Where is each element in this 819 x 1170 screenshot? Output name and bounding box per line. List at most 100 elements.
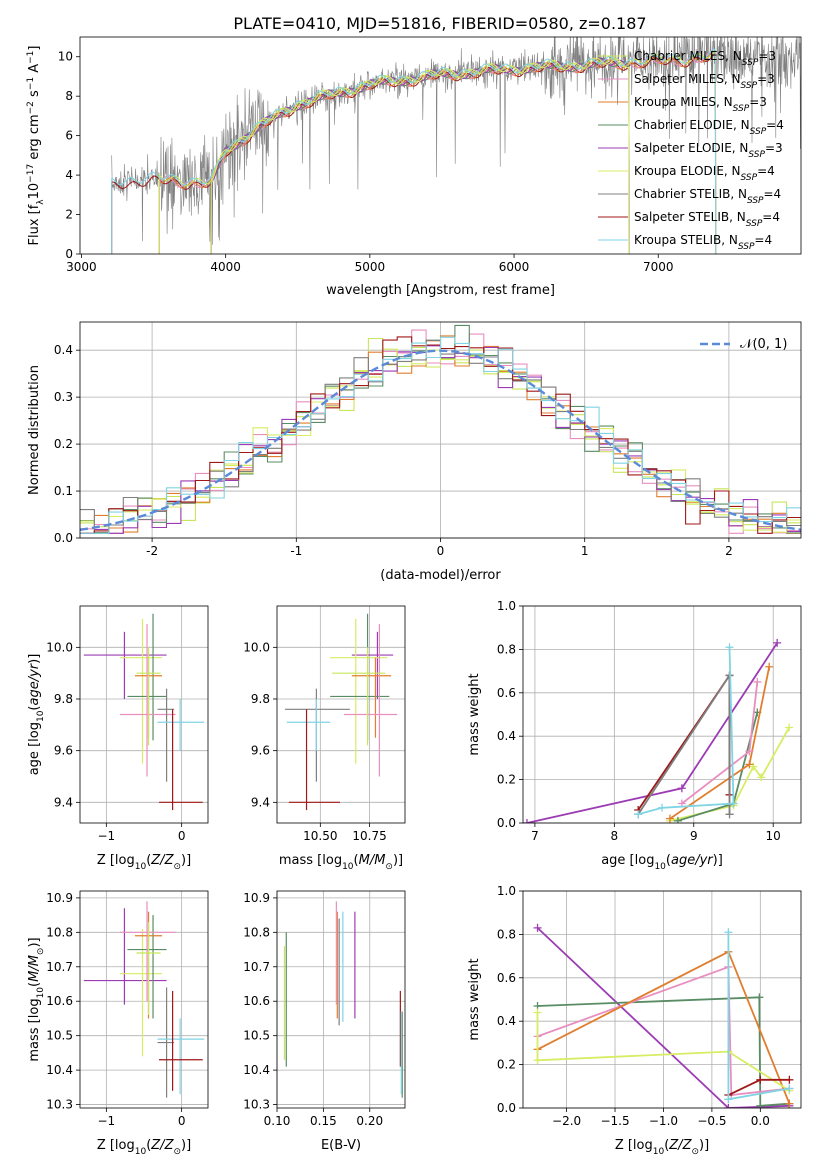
- x-tick-label: -2: [146, 544, 158, 558]
- y-tick-label: 10.9: [243, 891, 270, 905]
- x-tick-label: −1.0: [649, 1114, 678, 1128]
- x-tick-label: 4000: [210, 260, 241, 274]
- x-tick-label: 8: [611, 829, 619, 843]
- y-tick-label: 0.8: [497, 642, 516, 656]
- y-tick-label: 10.5: [243, 1029, 270, 1043]
- weight-marker-kroupa_elodie: [533, 1008, 542, 1017]
- weight-marker-salpeter_elodie: [773, 638, 782, 647]
- y-tick-label: 10: [58, 50, 73, 64]
- x-tick-label: 0: [437, 544, 445, 558]
- y-tick-label: 10.6: [243, 994, 270, 1008]
- y-tick-label: 0.4: [497, 729, 516, 743]
- y-tick-label: 10.0: [46, 640, 73, 654]
- axes-frame: [79, 605, 209, 824]
- y-tick-label: 9.6: [54, 744, 73, 758]
- weight-marker-chabrier_stelib: [725, 810, 734, 819]
- residuals-plot-area: [80, 324, 801, 534]
- legend-label: Salpeter MILES, NSSP=3: [634, 72, 775, 91]
- y-tick-label: 10.4: [46, 1063, 73, 1077]
- y-tick-label: 2: [65, 208, 73, 222]
- gaussian-curve: [80, 349, 801, 531]
- y-tick-label: 0.3: [54, 390, 73, 404]
- x-tick-label: −0.5: [697, 1114, 726, 1128]
- weight-marker-kroupa_elodie: [533, 1056, 542, 1065]
- legend-label: Chabrier STELIB, NSSP=4: [634, 187, 781, 206]
- y-tick-label: 10.4: [243, 1063, 270, 1077]
- weight-marker-salpeter_elodie: [677, 784, 686, 793]
- weight-marker-kroupa_miles: [765, 662, 774, 671]
- model-spectrum-salpeter_miles: [158, 51, 717, 254]
- weight-marker-salpeter_elodie: [533, 923, 542, 932]
- weight-marker-kroupa_stelib: [724, 1095, 733, 1104]
- y-tick-label: 0.0: [497, 1101, 516, 1115]
- x-tick-label: 0.0: [751, 1114, 770, 1128]
- weight-marker-salpeter_elodie: [724, 1104, 733, 1108]
- x-tick-label: 0.15: [310, 1114, 337, 1128]
- weight-marker-kroupa_stelib: [785, 1084, 794, 1093]
- x-tick-label: 9: [690, 829, 698, 843]
- axes-frame: [79, 36, 802, 255]
- x-tick-label: 1: [581, 544, 589, 558]
- weight-marker-kroupa_elodie: [757, 773, 766, 782]
- y-tick-label: 10.8: [46, 925, 73, 939]
- y-tick-label: 0.2: [54, 437, 73, 451]
- x-tick-label: 10.50: [303, 829, 337, 843]
- histogram-salpeter_miles: [80, 329, 801, 534]
- weight-marker-kroupa_stelib: [634, 810, 643, 819]
- age_vs_Z-plot-area: [83, 613, 205, 811]
- weight-marker-salpeter_elodie: [523, 819, 531, 823]
- y-tick-label: 0.6: [497, 686, 516, 700]
- y-tick-label: 10.7: [46, 960, 73, 974]
- y-tick-label: 4: [65, 168, 73, 182]
- x-tick-label: −2.0: [552, 1114, 581, 1128]
- mass_vs_Z-panel: −1 0 10.3 10.4 10.5 10.6 10.7 10.8 10.9 Z [log10(…: [27, 890, 209, 1157]
- model-spectrum-kroupa_stelib: [111, 48, 717, 254]
- x-tick-label: 0: [178, 1114, 186, 1128]
- y-tick-label: 10.3: [46, 1098, 73, 1112]
- x-axis-label: Z [log10(Z/Z⊙)]: [97, 853, 191, 872]
- legend-label: Kroupa MILES, NSSP=3: [634, 95, 767, 114]
- spectrum-legend: Chabrier MILES, NSSP=3 Salpeter MILES, NS…: [598, 49, 784, 252]
- y-tick-label: 0.2: [497, 773, 516, 787]
- y-tick-label: 9.6: [251, 744, 270, 758]
- weight_vs_Z-panel: −2.0 −1.5 −1.0 −0.5 0.0 0.0 0.2 0.4 0.6 0.8 1.0 Z […: [467, 884, 802, 1157]
- y-tick-label: 10.3: [243, 1098, 270, 1112]
- mass_vs_ebv-panel: 0.10 0.15 0.20 10.3 10.4 10.5 10.6 10.7 10.8 10.9…: [243, 890, 406, 1153]
- x-tick-label: -1: [290, 544, 302, 558]
- y-tick-label: 0.4: [54, 343, 73, 357]
- x-tick-label: −1.5: [600, 1114, 629, 1128]
- weight-marker-salpeter_stelib: [785, 1075, 794, 1084]
- x-tick-label: 0: [178, 829, 186, 843]
- x-tick-label: 5000: [355, 260, 386, 274]
- x-axis-label: Z [log10(Z/Z⊙)]: [97, 1138, 191, 1157]
- weight-marker-kroupa_stelib: [725, 643, 734, 652]
- y-tick-label: 0.0: [497, 816, 516, 830]
- weight-line-salpeter_miles: [537, 965, 790, 1097]
- legend-label: Kroupa ELODIE, NSSP=4: [634, 164, 775, 183]
- y-tick-label: 0.6: [497, 971, 516, 985]
- y-tick-label: 0.2: [497, 1058, 516, 1072]
- y-tick-label: 0.0: [54, 531, 73, 545]
- x-tick-label: −1: [98, 1114, 116, 1128]
- x-tick-label: 3000: [66, 260, 97, 274]
- y-tick-label: 10.7: [243, 960, 270, 974]
- model-spectrum-kroupa_miles: [158, 52, 717, 254]
- legend-label: Salpeter STELIB, NSSP=4: [634, 210, 780, 229]
- y-tick-label: 9.4: [251, 795, 270, 809]
- x-tick-label: 0.20: [356, 1114, 383, 1128]
- y-tick-label: 0.1: [54, 484, 73, 498]
- y-axis-label: mass weight: [467, 958, 482, 1040]
- weight_vs_age-plot-area: [523, 638, 794, 823]
- model-spectrum-kroupa_elodie: [210, 57, 630, 254]
- mass_vs_ebv-plot-area: [283, 901, 403, 1098]
- x-axis-label: E(B-V): [321, 1138, 361, 1153]
- weight-marker-kroupa_stelib: [658, 803, 666, 812]
- legend-label: Salpeter ELODIE, NSSP=3: [634, 141, 783, 160]
- weight-marker-kroupa_elodie: [785, 723, 794, 732]
- x-axis-label: (data-model)/error: [380, 568, 501, 583]
- y-tick-label: 0.8: [497, 927, 516, 941]
- x-tick-label: 7000: [643, 260, 674, 274]
- spectrum-plot-area: [111, 37, 801, 254]
- legend-label: Chabrier MILES, NSSP=3: [634, 49, 776, 68]
